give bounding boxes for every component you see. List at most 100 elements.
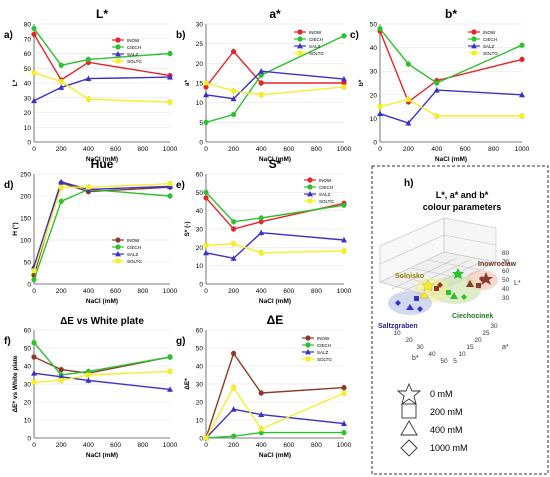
cluster-label-ciechocinek: Ciechocinek xyxy=(452,313,493,320)
data-point-inow xyxy=(258,80,264,86)
data-point-ciech xyxy=(31,340,37,346)
chart-panel-b: 0 5 10 15 20 25 30 0 200 400 600 800 1000 NaCl (mM) a*… xyxy=(176,7,352,163)
data-point-soltg xyxy=(341,248,347,254)
series-line-ciech xyxy=(205,191,345,223)
x-tick-label: 1000 xyxy=(515,146,530,153)
y-tick-label: 10 xyxy=(24,418,32,425)
data-point-inow xyxy=(258,390,264,396)
data-point-ciech xyxy=(405,61,411,67)
data-point-inow xyxy=(203,195,209,201)
legend-marker xyxy=(305,342,311,348)
marker-saltzgraben-1000mM xyxy=(417,306,423,312)
y-tick-label: 15 xyxy=(196,81,204,88)
x-tick-label: 400 xyxy=(83,288,94,295)
data-point-soltg xyxy=(58,79,64,84)
x-tick-label: 800 xyxy=(311,442,322,449)
x-tick-label: 200 xyxy=(228,442,239,449)
data-point-ciech xyxy=(341,202,347,208)
panel-h-l-axis-label: L* xyxy=(514,280,521,287)
data-point-soltg xyxy=(31,70,37,76)
a-tick-label: 30 xyxy=(490,323,498,330)
x-tick-label: 800 xyxy=(311,288,322,295)
y-tick-label: 60 xyxy=(196,172,204,179)
a-tick-label: 20 xyxy=(474,337,482,344)
marker-ciechocinek-400mM xyxy=(450,292,458,299)
x-tick-label: 1000 xyxy=(163,288,178,295)
y-tick-label: 40 xyxy=(196,208,204,215)
marker-solnisko-1000mM xyxy=(419,291,429,299)
x-axis-label: NaCl (mM) xyxy=(86,452,118,459)
l-tick-label: 60 xyxy=(502,268,510,275)
x-tick-label: 400 xyxy=(256,288,267,295)
series-line-salz xyxy=(33,76,171,102)
data-point-soltg xyxy=(434,113,440,119)
y-tick-label: 25 xyxy=(196,41,204,48)
chart-title: Hue xyxy=(91,157,114,171)
data-point-salz xyxy=(230,406,237,412)
y-tick-label: 250 xyxy=(20,172,31,179)
legend-label: CIECH xyxy=(319,185,333,190)
data-point-salz xyxy=(230,255,237,261)
data-point-salz xyxy=(85,377,92,383)
series-line-inow xyxy=(205,197,345,230)
panel-h-label: h) xyxy=(404,178,413,189)
y-tick-label: 60 xyxy=(24,51,32,58)
data-point-salz xyxy=(519,91,525,98)
y-tick-label: 50 xyxy=(24,346,32,353)
legend-marker xyxy=(471,50,477,56)
x-tick-label: 400 xyxy=(256,146,267,153)
data-point-salz xyxy=(341,237,347,243)
x-tick-label: 800 xyxy=(137,442,148,449)
x-tick-label: 400 xyxy=(256,442,267,449)
legend-label: CIECH xyxy=(127,45,141,50)
diamond-icon xyxy=(400,439,418,457)
y-tick-label: 200 xyxy=(20,194,31,201)
panel-h-title-line1: L*, a* and b* xyxy=(436,190,489,200)
series-line-inow xyxy=(205,50,344,88)
series-line-inow xyxy=(379,30,523,104)
y-axis-label: a* xyxy=(184,79,191,86)
data-point-inow xyxy=(519,56,525,63)
cluster-label-inowroclaw: Inowroclaw xyxy=(478,261,517,268)
marker-inowroclaw-200mM xyxy=(476,283,481,288)
data-point-salz xyxy=(58,373,65,380)
x-axis-label: NaCl (mM) xyxy=(86,156,118,163)
legend-label: SALZ xyxy=(483,44,495,49)
legend-marker xyxy=(305,349,311,355)
y-axis-label: S* (-) xyxy=(184,221,191,236)
legend-label: SALZ xyxy=(309,44,321,49)
legend-marker xyxy=(307,177,313,183)
x-tick-label: 600 xyxy=(283,146,294,153)
panel-h-title-line2: colour parameters xyxy=(423,202,502,212)
data-point-soltg xyxy=(167,99,173,105)
x-tick-label: 0 xyxy=(204,442,208,449)
b-tick-label: 20 xyxy=(405,337,413,344)
legend-label: SALZ xyxy=(127,252,139,257)
marker-solnisko-0mM xyxy=(421,279,435,292)
data-point-ciech xyxy=(231,111,237,118)
x-tick-label: 0 xyxy=(204,288,208,295)
x-axis-label: NaCl (mM) xyxy=(435,156,467,163)
series-line-ciech xyxy=(33,27,171,67)
data-point-soltg xyxy=(231,88,236,94)
y-tick-label: 0 xyxy=(373,140,377,147)
data-point-soltg xyxy=(58,184,64,190)
x-tick-label: 600 xyxy=(283,288,294,295)
l-tick-label: 70 xyxy=(502,259,510,266)
data-point-ciech xyxy=(167,193,173,199)
y-tick-label: 0 xyxy=(199,140,203,147)
data-point-salz xyxy=(377,110,383,117)
panel-h-l-axis-ticks: 30 40 50 60 70 80 xyxy=(502,250,510,302)
series-line-ciech xyxy=(33,342,171,376)
y-tick-label: 150 xyxy=(20,216,31,223)
x-axis-label: NaCl (mM) xyxy=(259,156,291,163)
data-point-soltg xyxy=(519,113,525,119)
y-tick-label: 0 xyxy=(27,140,31,147)
data-point-ciech xyxy=(167,50,173,57)
legend-label: SOLTG xyxy=(319,199,334,204)
series-line-soltg xyxy=(33,183,171,272)
x-tick-label: 800 xyxy=(311,146,322,153)
x-tick-label: 0 xyxy=(32,288,36,295)
